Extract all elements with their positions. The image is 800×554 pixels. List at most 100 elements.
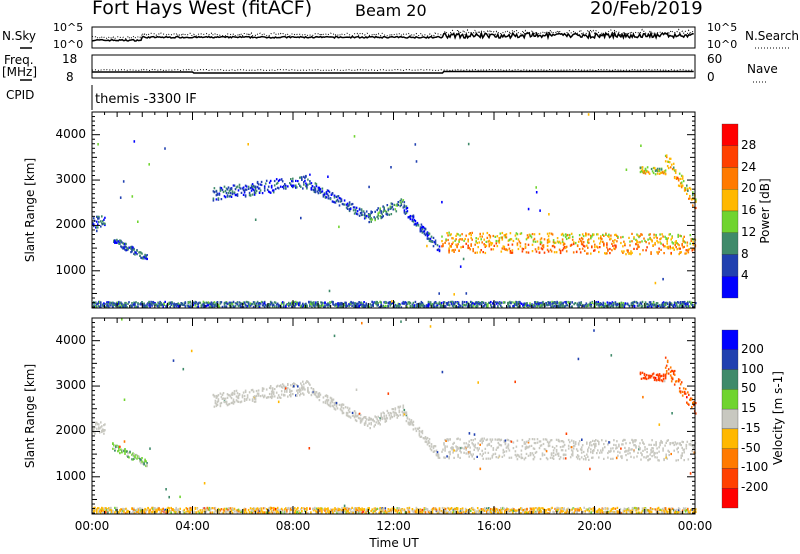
echo-cell	[243, 507, 246, 510]
echo-cell	[230, 401, 233, 405]
echo-cell	[633, 456, 635, 459]
echo-cell	[137, 510, 139, 513]
echo-cell	[535, 450, 538, 454]
echo-cell	[269, 191, 272, 194]
echo-cell	[522, 304, 524, 307]
echo-cell	[126, 248, 128, 252]
echo-cell	[310, 387, 313, 390]
echo-cell	[100, 508, 102, 511]
echo-cell	[220, 508, 223, 511]
echo-cell	[103, 304, 105, 308]
echo-cell	[422, 305, 425, 308]
echo-cell	[100, 421, 102, 424]
echo-cell	[589, 444, 591, 447]
echo-cell	[322, 195, 325, 198]
echo-cell	[395, 412, 398, 415]
echo-cell	[377, 422, 379, 425]
echo-cell	[156, 510, 158, 513]
echo-cell	[237, 510, 240, 513]
echo-cell	[421, 231, 424, 234]
echo-cell	[531, 438, 534, 441]
echo-cell	[637, 304, 640, 307]
echo-cell	[476, 241, 478, 245]
echo-cell	[197, 305, 200, 308]
echo-cell	[622, 235, 624, 239]
echo-cell	[177, 305, 179, 308]
echo-cell	[372, 304, 374, 307]
echo-cell	[290, 507, 292, 510]
echo-cell	[131, 458, 133, 461]
echo-cell	[444, 445, 446, 448]
echo-cell	[433, 445, 436, 448]
echo-cell	[548, 444, 551, 447]
echo-cell	[650, 238, 652, 241]
echo-cell	[682, 305, 685, 308]
echo-cell	[536, 306, 538, 309]
echo-cell	[312, 303, 314, 306]
echo-cell	[636, 302, 639, 305]
echo-cell	[448, 242, 450, 245]
echo-cell	[526, 304, 528, 307]
echo-cell	[659, 238, 661, 241]
echo-cell	[316, 304, 318, 307]
echo-cell	[300, 305, 302, 308]
echo-cell	[572, 444, 575, 448]
echo-cell	[602, 240, 604, 243]
echo-cell	[151, 507, 153, 510]
echo-cell	[159, 511, 161, 514]
echo-cell	[525, 238, 528, 241]
echo-cell	[216, 400, 219, 403]
echo-cell	[297, 301, 299, 304]
echo-cell	[355, 509, 357, 512]
echo-cell	[578, 237, 581, 241]
echo-cell	[164, 147, 166, 150]
echo-cell	[249, 194, 252, 197]
echo-cell	[632, 301, 635, 304]
echo-cell	[390, 166, 392, 169]
echo-cell	[522, 248, 525, 251]
echo-cell	[92, 221, 94, 225]
echo-cell	[673, 303, 676, 306]
echo-cell	[401, 508, 404, 511]
echo-cell	[607, 248, 609, 251]
echo-cell	[440, 305, 443, 308]
echo-cell	[560, 303, 562, 306]
echo-cell	[337, 507, 339, 510]
echo-cell	[321, 187, 324, 190]
echo-cell	[235, 395, 238, 398]
echo-cell	[293, 184, 295, 187]
echo-cell	[140, 458, 142, 462]
echo-cell	[389, 205, 392, 208]
echo-cell	[363, 508, 365, 511]
echo-cell	[563, 242, 566, 246]
echo-cell	[678, 172, 681, 175]
echo-cell	[402, 406, 405, 409]
echo-cell	[378, 306, 380, 309]
echo-cell	[275, 385, 278, 388]
echo-cell	[529, 302, 531, 305]
echo-cell	[297, 180, 299, 183]
echo-cell	[300, 216, 302, 220]
echo-cell	[463, 447, 465, 450]
echo-cell	[331, 200, 334, 203]
echo-cell	[354, 414, 357, 417]
echo-cell	[213, 395, 216, 398]
echo-cell	[453, 303, 456, 306]
echo-cell	[488, 234, 491, 237]
echo-cell	[238, 183, 241, 186]
echo-cell	[430, 445, 433, 448]
echo-cell	[642, 449, 644, 452]
echo-cell	[253, 395, 256, 398]
echo-cell	[397, 302, 400, 305]
echo-cell	[608, 235, 610, 238]
echo-cell	[443, 508, 446, 511]
echo-cell	[481, 437, 483, 440]
echo-cell	[177, 508, 179, 511]
echo-cell	[687, 301, 689, 304]
echo-cell	[454, 248, 456, 251]
echo-cell	[135, 305, 137, 308]
echo-cell	[425, 508, 428, 511]
echo-cell	[403, 201, 406, 204]
echo-cell	[593, 443, 595, 446]
echo-cell	[329, 396, 332, 399]
